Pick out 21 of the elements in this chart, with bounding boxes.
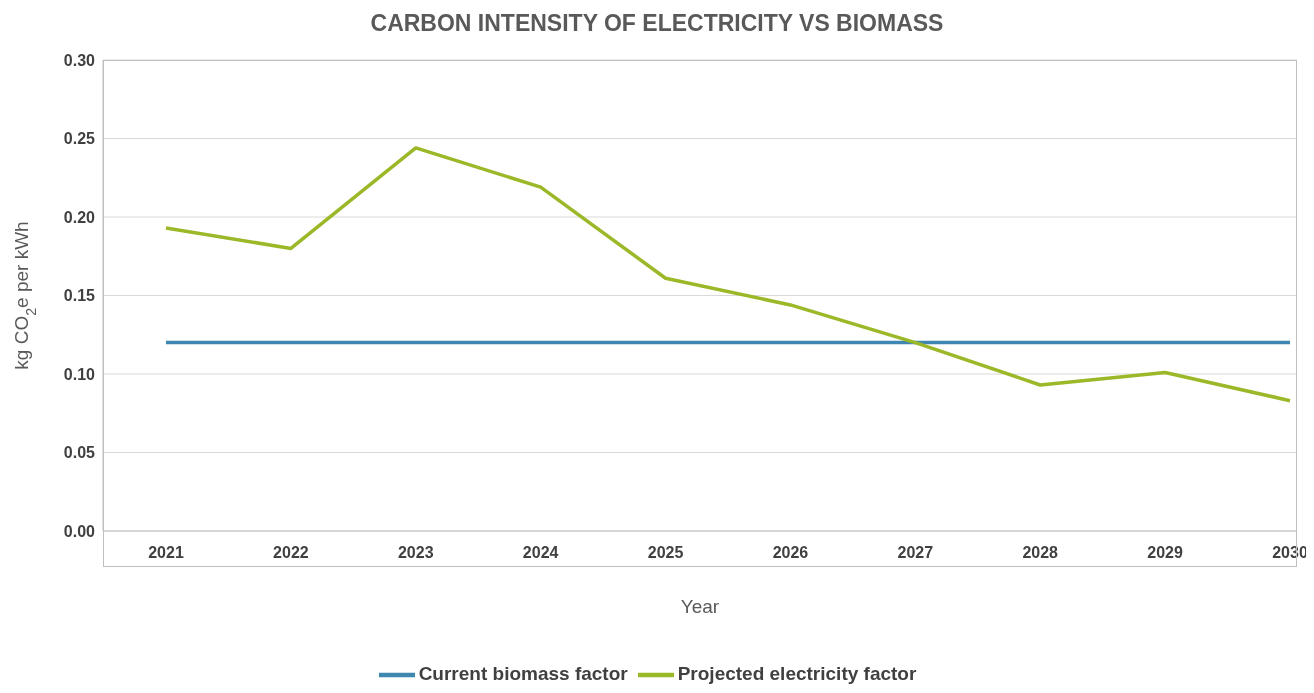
- y-tick-label: 0.20: [63, 208, 96, 226]
- x-tick-label: 2028: [1022, 544, 1059, 562]
- legend-label: Current biomass factor: [418, 663, 628, 685]
- x-tick-label: 2024: [522, 544, 559, 562]
- x-axis-title: Year: [680, 596, 720, 617]
- y-tick-label: 0.00: [63, 522, 96, 540]
- x-tick-label: 2029: [1147, 544, 1184, 562]
- y-tick-label: 0.05: [63, 444, 96, 462]
- legend-label: Projected electricity factor: [677, 663, 917, 685]
- line-series: [164, 146, 1292, 403]
- x-tick-label: 2021: [148, 544, 184, 562]
- x-tick-label: 2025: [647, 544, 684, 562]
- x-tick-label: 2027: [897, 544, 934, 562]
- y-tick-label: 0.10: [63, 365, 96, 383]
- y-tick-label: 0.30: [63, 51, 96, 69]
- x-tick-label: 2023: [397, 544, 434, 562]
- x-tick-label: 2026: [772, 544, 809, 562]
- y-tick-label: 0.15: [63, 287, 96, 305]
- x-tick-label: 2022: [273, 544, 309, 562]
- y-tick-label: 0.25: [63, 130, 96, 148]
- chart-title: CARBON INTENSITY OF ELECTRICITY VS BIOMASS: [369, 10, 945, 37]
